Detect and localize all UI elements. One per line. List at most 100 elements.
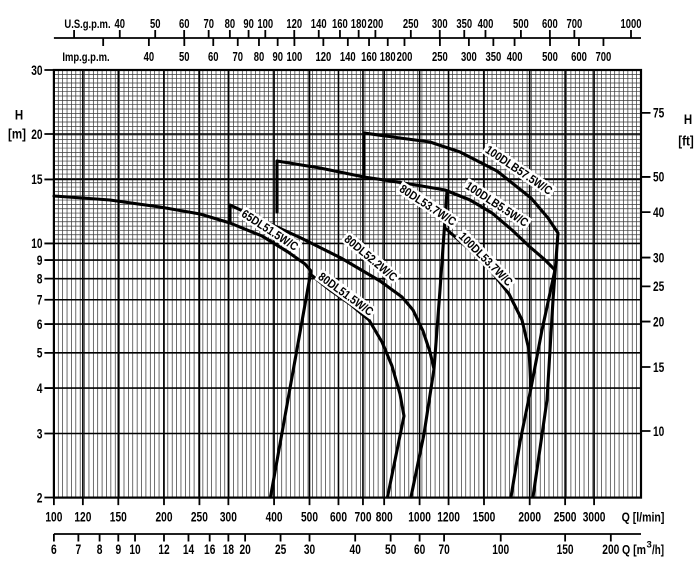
svg-text:2500: 2500	[554, 510, 577, 525]
svg-text:18: 18	[223, 542, 235, 557]
svg-text:80: 80	[225, 17, 236, 31]
svg-text:25: 25	[275, 542, 287, 557]
svg-text:100: 100	[492, 542, 509, 557]
svg-text:6: 6	[37, 317, 43, 332]
svg-text:90: 90	[272, 50, 283, 64]
svg-text:300: 300	[461, 50, 477, 64]
svg-text:20: 20	[31, 127, 42, 142]
svg-text:40: 40	[350, 542, 361, 557]
svg-text:180: 180	[380, 50, 396, 64]
svg-text:250: 250	[403, 17, 419, 31]
svg-text:15: 15	[653, 360, 665, 375]
svg-text:9: 9	[115, 542, 121, 557]
svg-text:70: 70	[232, 50, 243, 64]
svg-text:8: 8	[37, 272, 43, 287]
svg-text:20: 20	[239, 542, 250, 557]
svg-text:30: 30	[304, 542, 315, 557]
svg-text:1000: 1000	[408, 510, 431, 525]
svg-text:1200: 1200	[437, 510, 460, 525]
svg-text:1000: 1000	[621, 17, 642, 31]
svg-text:350: 350	[486, 50, 502, 64]
svg-text:[m]: [m]	[8, 127, 26, 142]
svg-text:600: 600	[571, 50, 587, 64]
svg-text:60: 60	[414, 542, 425, 557]
svg-text:200: 200	[397, 50, 413, 64]
svg-text:40: 40	[115, 17, 126, 31]
svg-text:10: 10	[653, 424, 664, 439]
svg-text:3000: 3000	[583, 510, 606, 525]
svg-text:25: 25	[653, 279, 665, 294]
svg-text:2: 2	[37, 490, 43, 505]
svg-text:400: 400	[507, 50, 523, 64]
svg-text:700: 700	[355, 510, 372, 525]
svg-text:100: 100	[45, 510, 62, 525]
svg-text:15: 15	[31, 172, 43, 187]
svg-text:700: 700	[567, 17, 583, 31]
svg-text:70: 70	[438, 542, 449, 557]
svg-text:200: 200	[602, 542, 619, 557]
svg-text:150: 150	[110, 510, 127, 525]
svg-text:800: 800	[376, 510, 393, 525]
svg-text:50: 50	[653, 170, 664, 185]
svg-text:Imp.g.p.m.: Imp.g.p.m.	[62, 50, 109, 64]
svg-text:10: 10	[31, 236, 42, 251]
svg-text:7: 7	[37, 293, 43, 308]
svg-text:12: 12	[158, 542, 170, 557]
svg-text:14: 14	[183, 542, 195, 557]
svg-text:120: 120	[74, 510, 91, 525]
svg-text:300: 300	[432, 17, 448, 31]
svg-text:160: 160	[332, 17, 348, 31]
svg-text:90: 90	[243, 17, 254, 31]
svg-text:500: 500	[513, 17, 529, 31]
svg-text:3: 3	[647, 540, 652, 551]
svg-text:Q [m: Q [m	[622, 542, 646, 557]
svg-text:250: 250	[191, 510, 208, 525]
svg-text:/h]: /h]	[652, 542, 664, 557]
svg-text:180: 180	[351, 17, 367, 31]
svg-text:140: 140	[340, 50, 356, 64]
svg-text:160: 160	[361, 50, 377, 64]
svg-text:Q [l/min]: Q [l/min]	[622, 510, 665, 525]
svg-text:200: 200	[156, 510, 173, 525]
svg-text:50: 50	[385, 542, 396, 557]
svg-text:150: 150	[557, 542, 574, 557]
svg-text:70: 70	[203, 17, 214, 31]
svg-text:1500: 1500	[473, 510, 496, 525]
svg-text:U.S.g.p.m.: U.S.g.p.m.	[64, 17, 110, 31]
svg-text:10: 10	[129, 542, 140, 557]
svg-text:100: 100	[257, 17, 273, 31]
svg-text:[ft]: [ft]	[678, 134, 693, 149]
svg-text:60: 60	[208, 50, 219, 64]
svg-text:140: 140	[311, 17, 327, 31]
svg-text:120: 120	[286, 17, 302, 31]
svg-text:50: 50	[179, 50, 190, 64]
svg-text:400: 400	[266, 510, 283, 525]
svg-text:9: 9	[37, 253, 43, 268]
svg-text:2000: 2000	[518, 510, 541, 525]
svg-text:H: H	[15, 108, 23, 123]
svg-text:250: 250	[432, 50, 448, 64]
svg-text:3: 3	[37, 426, 43, 441]
svg-text:40: 40	[653, 205, 664, 220]
svg-text:30: 30	[31, 63, 42, 78]
svg-text:600: 600	[330, 510, 347, 525]
svg-text:40: 40	[144, 50, 155, 64]
svg-text:50: 50	[150, 17, 161, 31]
svg-text:400: 400	[478, 17, 494, 31]
svg-text:600: 600	[542, 17, 558, 31]
svg-text:500: 500	[542, 50, 558, 64]
svg-text:30: 30	[653, 250, 664, 265]
svg-text:5: 5	[37, 346, 43, 361]
svg-text:500: 500	[301, 510, 318, 525]
svg-text:20: 20	[653, 314, 664, 329]
svg-text:H: H	[684, 112, 692, 127]
svg-text:8: 8	[97, 542, 103, 557]
svg-text:200: 200	[368, 17, 384, 31]
svg-text:16: 16	[204, 542, 216, 557]
svg-text:300: 300	[220, 510, 237, 525]
svg-text:120: 120	[316, 50, 332, 64]
svg-text:80: 80	[254, 50, 265, 64]
svg-text:700: 700	[596, 50, 612, 64]
svg-text:4: 4	[37, 381, 43, 396]
svg-text:350: 350	[456, 17, 472, 31]
